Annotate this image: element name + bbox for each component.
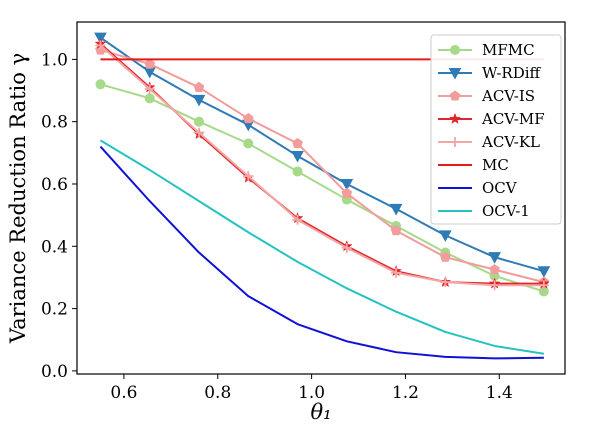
legend-label: ACV-MF bbox=[481, 110, 545, 128]
data-point bbox=[243, 171, 254, 182]
legend-label: MFMC bbox=[482, 41, 535, 59]
legend-label: OCV bbox=[482, 179, 518, 197]
legend-label: ACV-IS bbox=[481, 87, 535, 105]
data-point bbox=[194, 127, 204, 138]
legend-item: OCV-1 bbox=[438, 202, 530, 220]
y-tick-label: 0.0 bbox=[41, 362, 68, 382]
data-point bbox=[144, 83, 155, 94]
series-ocv-1 bbox=[99, 139, 545, 355]
legend-label: ACV-KL bbox=[481, 133, 540, 151]
data-point bbox=[391, 267, 402, 278]
data-point bbox=[537, 266, 551, 278]
legend-item: MC bbox=[438, 156, 509, 174]
data-point bbox=[389, 203, 403, 216]
data-point bbox=[341, 187, 353, 198]
data-point bbox=[95, 40, 106, 51]
legend-box bbox=[430, 34, 562, 225]
x-tick-label: 1.2 bbox=[392, 383, 419, 403]
legend-item: OCV bbox=[438, 179, 518, 197]
data-point bbox=[192, 94, 206, 107]
series-line bbox=[100, 49, 545, 284]
series-ocv bbox=[99, 145, 544, 360]
data-point bbox=[489, 264, 500, 275]
data-point bbox=[193, 81, 205, 92]
legend-item: MFMC bbox=[438, 41, 535, 59]
series-layer bbox=[94, 32, 551, 360]
y-tick-label: 1.0 bbox=[41, 50, 68, 70]
data-point bbox=[341, 242, 352, 253]
legend-swatch-marker bbox=[449, 90, 461, 101]
data-point bbox=[488, 252, 501, 264]
data-point bbox=[340, 178, 354, 191]
legend-item: ACV-MF bbox=[438, 110, 545, 128]
series-acv-kl bbox=[95, 40, 549, 291]
legend-label: MC bbox=[482, 156, 509, 174]
data-point bbox=[292, 166, 303, 177]
legend-label: W-RDiff bbox=[482, 64, 542, 82]
data-point bbox=[292, 137, 303, 149]
legend-label: OCV-1 bbox=[482, 202, 530, 220]
series-line bbox=[99, 44, 544, 287]
legend-swatch-marker bbox=[449, 112, 461, 125]
series-w-rdiff bbox=[94, 32, 551, 278]
legend-swatch-marker bbox=[450, 45, 460, 55]
x-tick-label: 0.6 bbox=[110, 383, 137, 403]
series-line bbox=[99, 36, 545, 273]
x-tick-label: 1.4 bbox=[486, 383, 513, 403]
data-point bbox=[242, 112, 254, 124]
x-axis-ticks: 0.6 0.8 1.0 1.2 1.4 bbox=[110, 374, 513, 403]
data-point bbox=[95, 79, 106, 90]
x-tick-label: 1.0 bbox=[298, 383, 325, 403]
data-point bbox=[538, 280, 549, 291]
data-point bbox=[489, 280, 500, 291]
y-tick-label: 0.6 bbox=[41, 175, 68, 195]
data-point bbox=[243, 138, 254, 149]
data-point bbox=[440, 251, 451, 262]
y-axis-label: Variance Reduction Ratio γ bbox=[6, 53, 30, 344]
legend-swatch-marker bbox=[450, 137, 460, 147]
plot-frame bbox=[76, 21, 566, 375]
data-point bbox=[144, 58, 156, 69]
y-tick-label: 0.4 bbox=[41, 237, 68, 257]
data-point bbox=[144, 93, 155, 104]
legend-item: W-RDiff bbox=[438, 64, 542, 82]
series-line bbox=[99, 145, 544, 360]
x-tick-label: 0.8 bbox=[204, 383, 231, 403]
legend-item: ACV-IS bbox=[438, 87, 535, 105]
legend-item: ACV-KL bbox=[438, 133, 540, 151]
y-axis-ticks: 0.0 0.2 0.4 0.6 0.8 1.0 bbox=[41, 50, 77, 382]
y-tick-label: 0.2 bbox=[41, 300, 68, 320]
legend: MFMC W-RDiff ACV-IS ACV-MF ACV-KL MC OCV OCV-1 bbox=[430, 34, 562, 225]
data-point bbox=[439, 230, 452, 242]
data-point bbox=[390, 225, 402, 236]
y-tick-label: 0.8 bbox=[41, 113, 68, 133]
data-point bbox=[292, 214, 303, 225]
data-point bbox=[291, 150, 304, 163]
legend-swatch-marker bbox=[448, 68, 462, 80]
data-point bbox=[194, 116, 204, 127]
x-axis-label: θ₁ bbox=[310, 400, 331, 424]
data-point bbox=[440, 277, 451, 288]
series-line bbox=[99, 139, 545, 355]
